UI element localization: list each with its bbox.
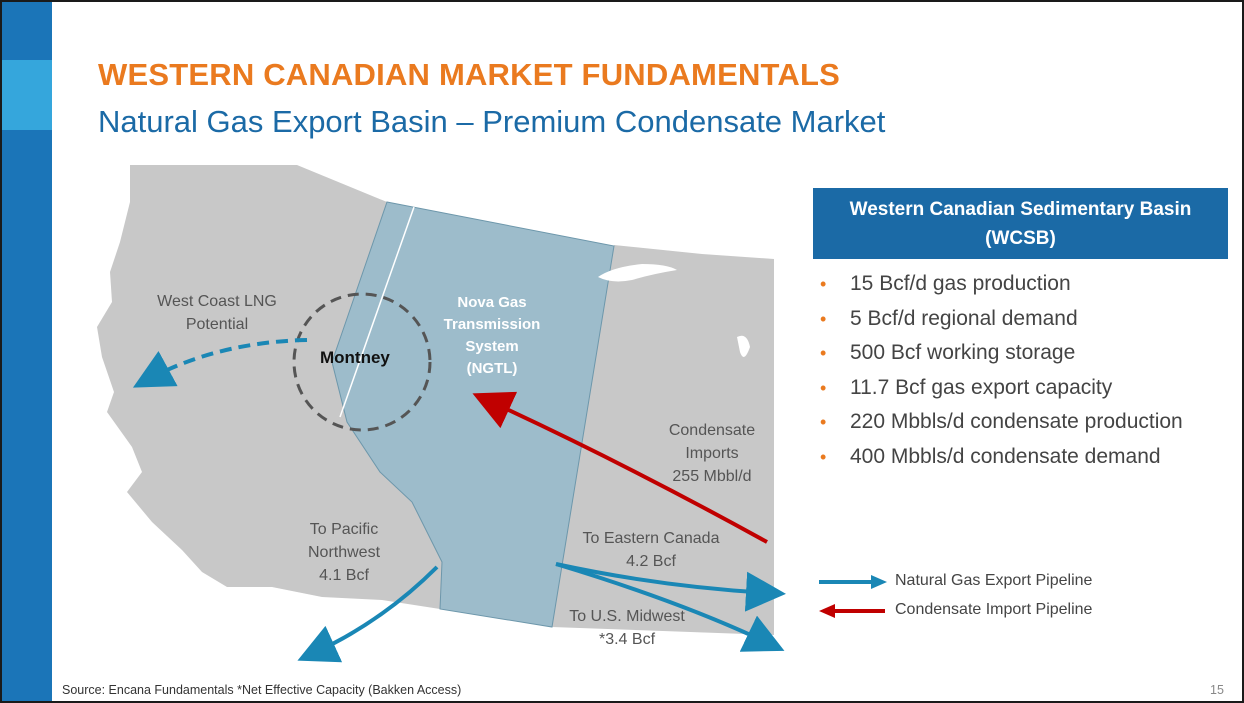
left-accent-highlight: [2, 60, 52, 130]
fact-item: • 11.7 Bcf gas export capacity: [820, 374, 1183, 409]
ngtl-pipeline-line: [339, 206, 415, 418]
montney-circle: [292, 292, 432, 432]
condensate-import-arrow: [472, 391, 768, 544]
montney-label: Montney: [320, 348, 390, 367]
eastern-canada-arrow: [555, 562, 786, 612]
fact-item: • 400 Mbbls/d condensate demand: [820, 443, 1183, 478]
pacific-northwest-label: To Pacific Northwest 4.1 Bcf: [307, 521, 381, 584]
reindeer-lake: [737, 335, 750, 357]
blue-arrow-icon: [819, 575, 887, 589]
us-midwest-label: To U.S. Midwest *3.4 Bcf: [569, 608, 685, 648]
pacific-northwest-arrow: [297, 565, 439, 663]
british-columbia-region: [97, 165, 442, 609]
bullet-icon: •: [820, 274, 827, 294]
left-accent-bar: [2, 2, 52, 701]
wcsb-header-box: Western Canadian Sedimentary Basin (WCSB…: [813, 188, 1228, 259]
lake-athabasca: [598, 264, 677, 282]
wcsb-title: Western Canadian Sedimentary Basin: [849, 199, 1192, 220]
ngtl-label: Nova Gas Transmission System (NGTL): [443, 294, 541, 377]
saskatchewan-region: [552, 245, 774, 635]
red-arrow-icon: [819, 604, 885, 618]
page-number: 15: [1210, 683, 1224, 697]
legend-import-label: Condensate Import Pipeline: [895, 601, 1093, 618]
legend-export-label: Natural Gas Export Pipeline: [895, 572, 1093, 589]
bullet-icon: •: [820, 446, 827, 467]
fact-item: • 500 Bcf working storage: [820, 339, 1183, 374]
fact-item: • 220 Mbbls/d condensate production: [820, 408, 1183, 443]
slide-title: WESTERN CANADIAN MARKET FUNDAMENTALS: [98, 57, 840, 92]
eastern-canada-label: To Eastern Canada 4.2 Bcf: [582, 530, 720, 570]
bullet-icon: •: [820, 377, 827, 398]
west-coast-lng-arrow: [132, 338, 308, 388]
bullet-icon: •: [820, 412, 827, 433]
west-coast-lng-label: West Coast LNG Potential: [157, 293, 277, 333]
fact-item: • 5 Bcf/d regional demand: [820, 305, 1183, 340]
fact-item: • 15 Bcf/d gas production: [820, 270, 1183, 305]
slide-subtitle: Natural Gas Export Basin – Premium Conde…: [98, 104, 886, 139]
wcsb-facts-list: • 15 Bcf/d gas production • 5 Bcf/d region…: [820, 270, 1183, 478]
source-footnote: Source: Encana Fundamentals *Net Effecti…: [62, 683, 462, 697]
condensate-imports-label: Condensate Imports 255 Mbbl/d: [668, 422, 756, 485]
bullet-icon: •: [820, 343, 827, 364]
bullet-icon: •: [820, 308, 827, 329]
us-midwest-arrow: [555, 562, 785, 652]
wcsb-abbreviation: (WCSB): [985, 228, 1056, 249]
